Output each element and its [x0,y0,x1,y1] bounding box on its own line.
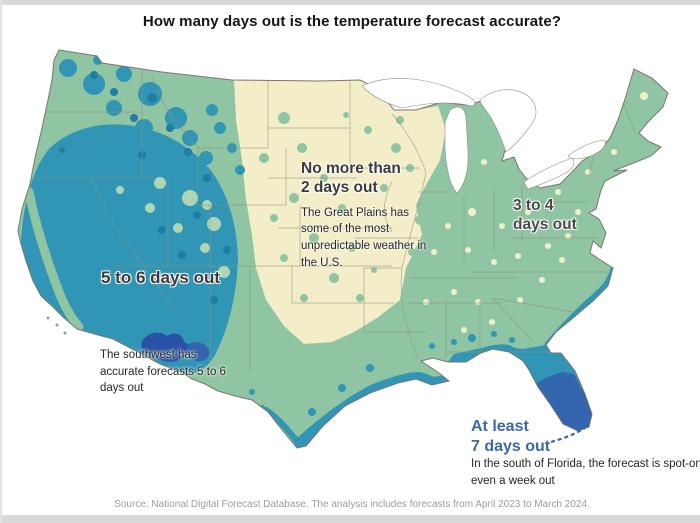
state-borders [26,60,637,372]
region-west-teal [21,124,238,374]
lake-huron [479,89,537,153]
plains-green-speckles [259,112,434,302]
annotation-great-plains: No more than 2 days out The Great Plains… [301,160,451,272]
annotation-south-florida-heading-line2: 7 days out [471,437,551,455]
bottom-border-strip [2,515,700,523]
map-title: How many days out is the temperature for… [142,13,562,30]
us-outline [17,49,669,449]
annotation-great-plains-body: The Great Plains has some of the most un… [301,206,427,269]
annotation-great-plains-heading-line1: No more than [301,160,401,177]
annotation-south-florida-body: In the south of Florida, the forecast is… [471,458,700,487]
annotation-mid-atlantic: 3 to 4 days out [513,197,623,235]
lake-ontario [567,139,606,160]
annotation-great-plains-heading: No more than 2 days out [301,160,451,198]
source-attribution: Source: National Digital Forecast Databa… [114,499,590,510]
annotation-mid-atlantic-heading-line2: days out [513,215,577,233]
channel-islands [46,316,67,335]
region-south-florida-blue [535,372,592,431]
great-lakes [361,78,606,194]
gulf-inland-teal-speckles [249,331,515,416]
annotation-great-plains-heading-line2: 2 days out [301,178,378,196]
annotation-south-florida-heading: At least 7 days out [471,417,550,456]
annotation-south-florida-heading-line1: At least [471,418,529,435]
arizona-blue-blob [141,332,190,362]
lake-erie [523,157,575,190]
california-coast-green [24,187,84,332]
annotation-southwest-heading: 5 to 6 days out [101,268,221,287]
west-dark-teal-accents [59,71,231,304]
arizona-blue-blob-2 [187,342,210,362]
top-border-strip [2,0,700,5]
lake-michigan [444,106,469,194]
annotation-mid-atlantic-heading: 3 to 4 days out [513,197,623,235]
rio-grande-teal [263,407,302,447]
arizona-blue-blob-3 [168,348,176,356]
florida-keys [550,427,586,444]
lake-superior [361,78,476,109]
west-light-green-mottling [116,177,230,278]
annotation-south-florida-heading-lines: At least 7 days out [471,417,550,456]
annotation-mid-atlantic-heading-line1: 3 to 4 [513,197,554,214]
annotation-southwest-body: The southwest has accurate forecasts 5 t… [100,349,226,395]
